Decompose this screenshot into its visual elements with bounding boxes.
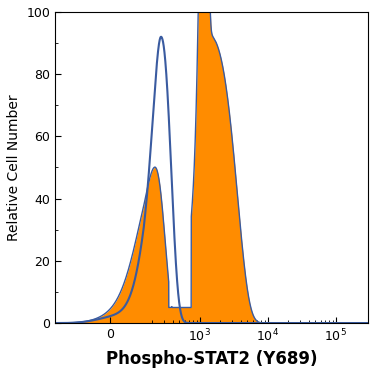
Y-axis label: Relative Cell Number: Relative Cell Number bbox=[7, 94, 21, 241]
X-axis label: Phospho-STAT2 (Y689): Phospho-STAT2 (Y689) bbox=[106, 350, 317, 368]
